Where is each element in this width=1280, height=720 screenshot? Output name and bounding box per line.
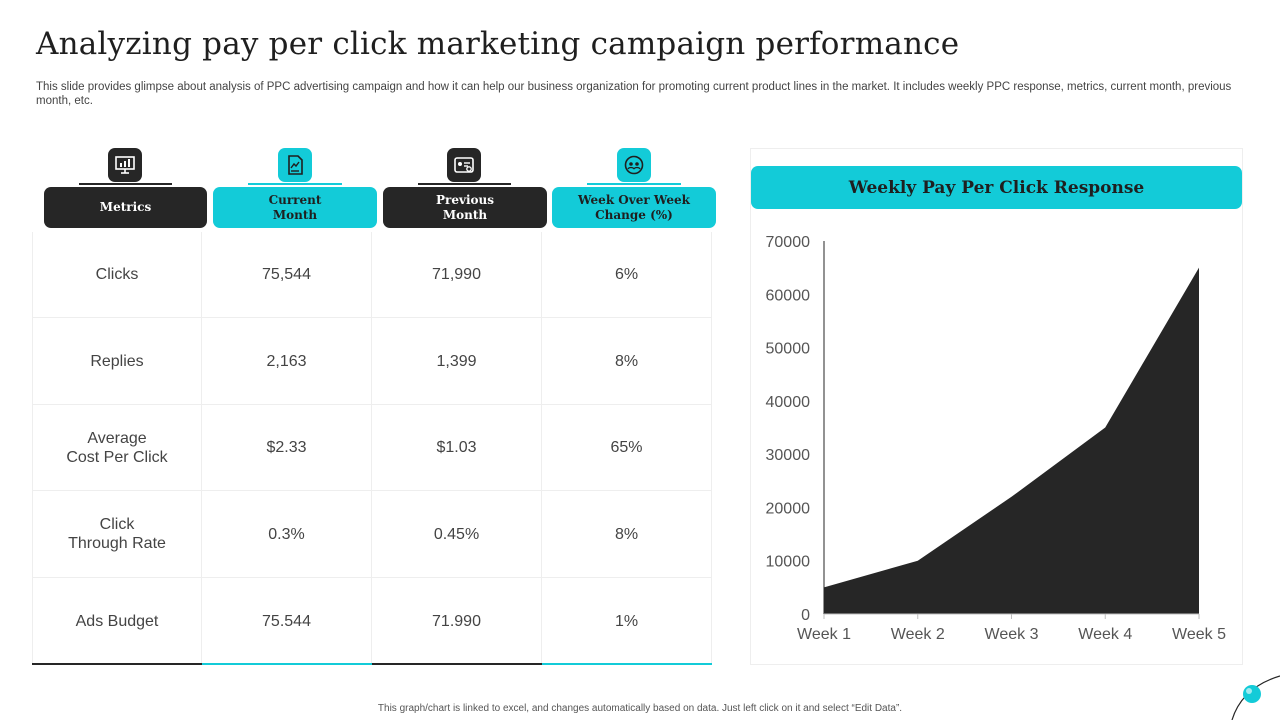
table-cell: 0.3%	[202, 491, 372, 578]
table-cell: 8%	[542, 491, 712, 578]
table-cell: $1.03	[372, 405, 542, 491]
table-cell: 71.990	[372, 578, 542, 664]
table-cell: Click Through Rate	[32, 491, 202, 578]
table-cell: Replies	[32, 318, 202, 405]
header-previous-month: Previous Month	[383, 187, 547, 228]
table-cell: 71,990	[372, 232, 542, 318]
table-cell: 6%	[542, 232, 712, 318]
table-cell: $2.33	[202, 405, 372, 491]
y-tick-label: 30000	[766, 447, 811, 464]
page-title: Analyzing pay per click marketing campai…	[36, 26, 960, 62]
table-cell: 75.544	[202, 578, 372, 664]
column-divider	[248, 183, 342, 185]
header-metrics: Metrics	[44, 187, 207, 228]
x-tick-label: Week 4	[1078, 626, 1132, 643]
footer-note: This graph/chart is linked to excel, and…	[377, 703, 903, 714]
y-tick-label: 0	[801, 607, 810, 624]
table-cell: 8%	[542, 318, 712, 405]
table-cell: 2,163	[202, 318, 372, 405]
column-divider	[79, 183, 172, 185]
table-cell: 1%	[542, 578, 712, 664]
team-cycle-icon	[617, 148, 651, 182]
header-current-month: Current Month	[213, 187, 377, 228]
presentation-board-icon	[108, 148, 142, 182]
table-bottom-border	[32, 663, 202, 665]
table-cell: Clicks	[32, 232, 202, 318]
table-cell: Average Cost Per Click	[32, 405, 202, 491]
table-cell: 1,399	[372, 318, 542, 405]
table-bottom-border	[202, 663, 372, 665]
y-tick-label: 20000	[766, 500, 811, 517]
y-tick-label: 50000	[766, 341, 811, 358]
page-subtitle: This slide provides glimpse about analys…	[36, 81, 1232, 107]
x-tick-label: Week 3	[985, 626, 1039, 643]
y-tick-label: 40000	[766, 394, 811, 411]
id-card-icon	[447, 148, 481, 182]
column-divider	[587, 183, 681, 185]
table-cell: 65%	[542, 405, 712, 491]
document-chart-icon	[278, 148, 312, 182]
header-week-change: Week Over Week Change (%)	[552, 187, 716, 228]
table-bottom-border	[542, 663, 712, 665]
x-tick-label: Week 5	[1172, 626, 1226, 643]
table-cell: Ads Budget	[32, 578, 202, 664]
y-tick-label: 10000	[766, 554, 811, 571]
area-chart: 0 10000 20000 30000 40000 50000 60000 70000 Week…	[766, 234, 1227, 643]
table-cell: 75,544	[202, 232, 372, 318]
column-divider	[418, 183, 511, 185]
table-cell: 0.45%	[372, 491, 542, 578]
x-tick-label: Week 1	[797, 626, 851, 643]
y-tick-label: 60000	[766, 287, 811, 304]
area-series	[824, 267, 1199, 614]
chart-title: Weekly Pay Per Click Response	[751, 166, 1242, 209]
decorative-corner-icon	[1231, 675, 1280, 720]
y-tick-label: 70000	[766, 234, 811, 251]
x-tick-label: Week 2	[891, 626, 945, 643]
table-bottom-border	[372, 663, 542, 665]
metrics-table: Clicks 75,544 71,990 6% Replies 2,163 1,…	[32, 232, 712, 664]
